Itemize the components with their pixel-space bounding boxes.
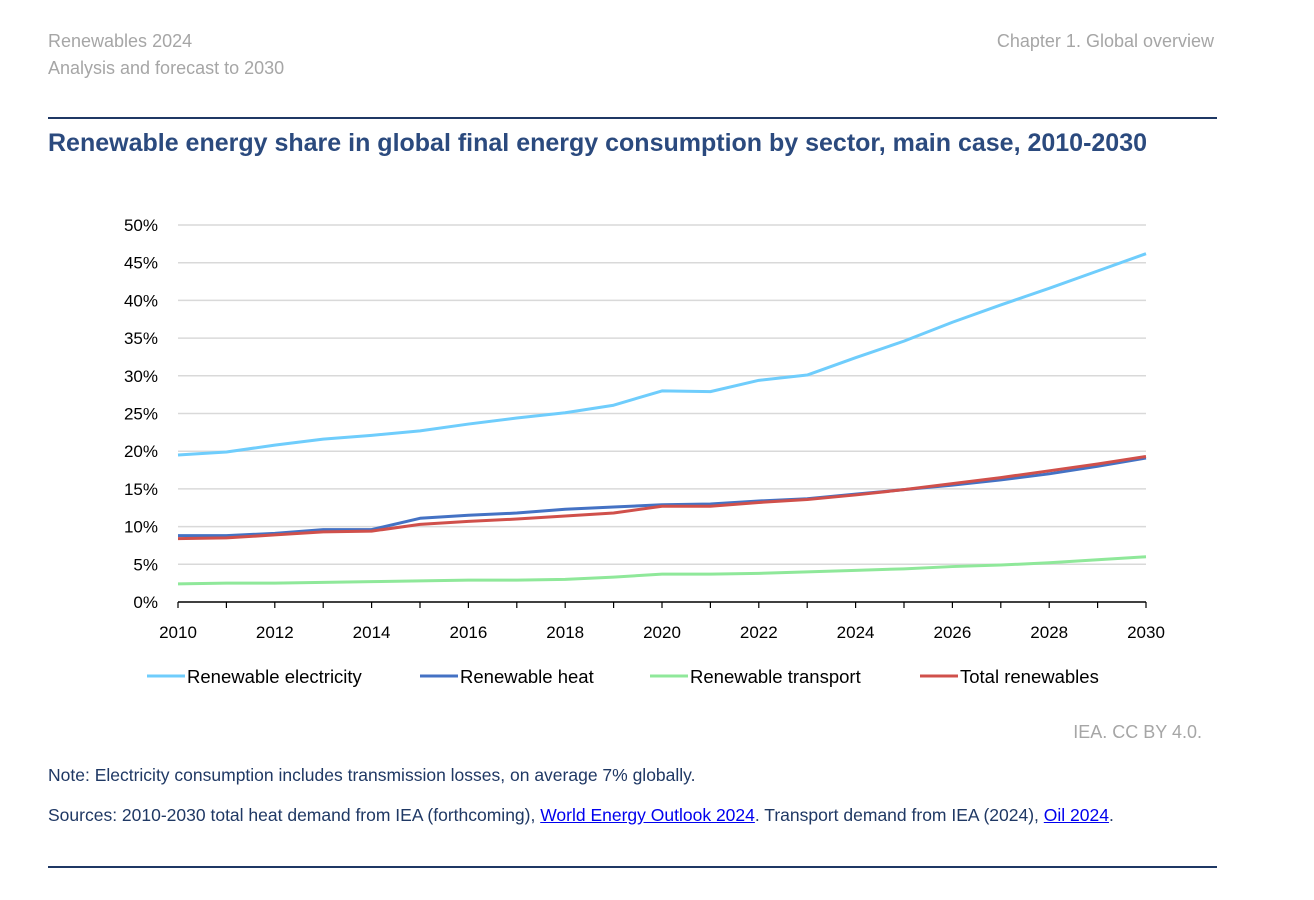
y-tick-label: 50% xyxy=(124,216,158,235)
x-tick-label: 2026 xyxy=(933,623,971,642)
x-tick-label: 2028 xyxy=(1030,623,1068,642)
series-line-renewable-electricity xyxy=(177,252,1147,457)
y-tick-label: 35% xyxy=(124,329,158,348)
link-world-energy-outlook[interactable]: World Energy Outlook 2024 xyxy=(540,805,755,825)
top-divider xyxy=(48,117,1217,119)
sources: Sources: 2010-2030 total heat demand fro… xyxy=(48,803,1213,827)
y-tick-label: 40% xyxy=(124,291,158,310)
x-tick-label: 2020 xyxy=(643,623,681,642)
note: Note: Electricity consumption includes t… xyxy=(48,765,696,785)
bottom-divider xyxy=(48,866,1217,868)
series-line-renewable-transport xyxy=(177,555,1147,586)
x-tick-label: 2024 xyxy=(837,623,875,642)
y-tick-label: 5% xyxy=(133,555,158,574)
sources-suffix: . xyxy=(1108,805,1114,825)
chapter-label: Chapter 1. Global overview xyxy=(996,31,1214,51)
x-tick-label: 2018 xyxy=(546,623,584,642)
chart-title: Renewable energy share in global final e… xyxy=(48,129,1148,157)
link-oil-2024[interactable]: Oil 2024 xyxy=(1043,805,1109,825)
y-tick-label: 10% xyxy=(124,518,158,537)
legend-label: Renewable heat xyxy=(460,666,594,687)
legend-label: Renewable transport xyxy=(690,666,861,687)
x-tick-label: 2022 xyxy=(740,623,778,642)
x-tick-label: 2030 xyxy=(1127,623,1165,642)
report-title: Renewables 2024 xyxy=(48,31,193,51)
y-tick-label: 30% xyxy=(124,367,158,386)
sources-middle: . Transport demand from IEA (2024), xyxy=(754,805,1044,825)
report-subtitle: Analysis and forecast to 2030 xyxy=(48,58,285,78)
sources-prefix: Sources: 2010-2030 total heat demand fro… xyxy=(48,805,541,825)
y-tick-label: 20% xyxy=(124,442,158,461)
x-tick-label: 2010 xyxy=(159,623,197,642)
series-line-total-renewables xyxy=(177,454,1147,541)
report-header: Renewables 2024 Analysis and forecast to… xyxy=(48,28,284,82)
legend-label: Renewable electricity xyxy=(187,666,363,687)
x-tick-label: 2014 xyxy=(353,623,391,642)
y-tick-label: 25% xyxy=(124,405,158,424)
credit: IEA. CC BY 4.0. xyxy=(1073,722,1202,742)
y-tick-label: 0% xyxy=(133,593,158,612)
y-tick-label: 15% xyxy=(124,480,158,499)
legend-label: Total renewables xyxy=(960,666,1099,687)
series-line-renewable-heat xyxy=(178,456,1147,538)
x-tick-label: 2016 xyxy=(449,623,487,642)
y-tick-label: 45% xyxy=(124,254,158,273)
x-tick-label: 2012 xyxy=(256,623,294,642)
